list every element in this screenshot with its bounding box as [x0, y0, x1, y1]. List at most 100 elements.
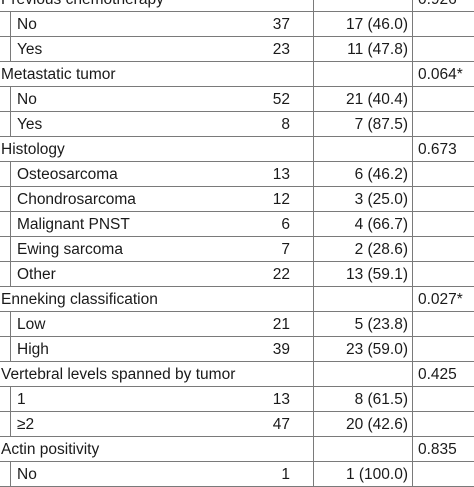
- count-value: 1: [281, 466, 290, 483]
- column-divider: [412, 37, 413, 61]
- count-value: 7: [281, 241, 290, 258]
- count-percent-value: 4 (66.7): [354, 216, 408, 233]
- column-divider: [10, 337, 11, 361]
- column-divider: [10, 162, 11, 186]
- column-divider: [412, 87, 413, 111]
- count-value: 39: [272, 341, 290, 358]
- table-row: No 52 21 (40.4): [0, 87, 474, 112]
- category-label: No: [17, 16, 37, 33]
- column-divider: [10, 262, 11, 286]
- category-label: ≥2: [17, 416, 35, 433]
- count-percent-value: 2 (28.6): [354, 241, 408, 258]
- table-row: Other 22 13 (59.1): [0, 262, 474, 287]
- category-label: Ewing sarcoma: [17, 241, 123, 258]
- count-value: 47: [272, 416, 290, 433]
- column-divider: [313, 162, 314, 186]
- column-divider: [10, 87, 11, 111]
- column-divider: [10, 312, 11, 336]
- category-label: Yes: [17, 116, 43, 133]
- column-divider: [313, 37, 314, 61]
- table-row: Ewing sarcoma 7 2 (28.6): [0, 237, 474, 262]
- count-percent-value: 1 (100.0): [345, 466, 408, 483]
- variable-label: Histology: [1, 141, 65, 158]
- table-row: No 1 1 (100.0): [0, 462, 474, 487]
- table-section-header-row: Metastatic tumor 0.064*: [0, 62, 474, 87]
- column-divider: [412, 212, 413, 236]
- column-divider: [10, 187, 11, 211]
- column-divider: [412, 187, 413, 211]
- count-value: 12: [272, 191, 290, 208]
- table-row: ≥2 47 20 (42.6): [0, 412, 474, 437]
- category-label: No: [17, 466, 37, 483]
- column-divider: [10, 387, 11, 411]
- p-value: 0.835: [418, 441, 457, 458]
- column-divider: [313, 212, 314, 236]
- column-divider: [10, 212, 11, 236]
- column-divider: [412, 387, 413, 411]
- count-percent-value: 8 (61.5): [354, 391, 408, 408]
- p-value: 0.027*: [418, 291, 463, 308]
- column-divider: [10, 37, 11, 61]
- count-percent-value: 21 (40.4): [345, 91, 408, 108]
- column-divider: [313, 187, 314, 211]
- table-row: 1 13 8 (61.5): [0, 387, 474, 412]
- category-label: Other: [17, 266, 56, 283]
- category-label: Chondrosarcoma: [17, 191, 136, 208]
- variable-label: Enneking classification: [1, 291, 158, 308]
- count-value: 8: [281, 116, 290, 133]
- count-percent-value: 6 (46.2): [354, 166, 408, 183]
- column-divider: [313, 312, 314, 336]
- category-label: 1: [17, 391, 26, 408]
- count-percent-value: 17 (46.0): [345, 16, 408, 33]
- column-divider: [313, 287, 314, 311]
- count-value: 37: [272, 16, 290, 33]
- count-percent-value: 13 (59.1): [345, 266, 408, 283]
- count-percent-value: 20 (42.6): [345, 416, 408, 433]
- count-value: 52: [272, 91, 290, 108]
- count-percent-value: 5 (23.8): [354, 316, 408, 333]
- column-divider: [412, 162, 413, 186]
- column-divider: [412, 237, 413, 261]
- category-label: Osteosarcoma: [17, 166, 118, 183]
- column-divider: [313, 387, 314, 411]
- variable-label: Vertebral levels spanned by tumor: [1, 366, 236, 383]
- category-label: Yes: [17, 41, 43, 58]
- table-row: Yes 23 11 (47.8): [0, 37, 474, 62]
- variable-label: Metastatic tumor: [1, 66, 116, 83]
- table-row: Malignant PNST 6 4 (66.7): [0, 212, 474, 237]
- column-divider: [313, 12, 314, 36]
- category-label: No: [17, 91, 37, 108]
- count-value: 6: [281, 216, 290, 233]
- variable-label: Previous chemotherapy: [1, 0, 164, 8]
- column-divider: [412, 0, 413, 11]
- category-label: High: [17, 341, 49, 358]
- column-divider: [412, 412, 413, 436]
- p-value: 0.425: [418, 366, 457, 383]
- table-section-header-row: Enneking classification 0.027*: [0, 287, 474, 312]
- column-divider: [412, 312, 413, 336]
- table-section-header-row: Vertebral levels spanned by tumor 0.425: [0, 362, 474, 387]
- table-section-header-row: Actin positivity 0.835: [0, 437, 474, 462]
- column-divider: [10, 412, 11, 436]
- column-divider: [313, 362, 314, 386]
- column-divider: [313, 112, 314, 136]
- count-value: 13: [272, 166, 290, 183]
- p-value: 0.926: [418, 0, 457, 8]
- column-divider: [10, 462, 11, 486]
- column-divider: [412, 12, 413, 36]
- column-divider: [313, 0, 314, 11]
- count-percent-value: 23 (59.0): [345, 341, 408, 358]
- table-row: Yes 8 7 (87.5): [0, 112, 474, 137]
- column-divider: [313, 87, 314, 111]
- column-divider: [10, 112, 11, 136]
- table-row: High 39 23 (59.0): [0, 337, 474, 362]
- variable-label: Actin positivity: [1, 441, 100, 458]
- table-row: Chondrosarcoma 12 3 (25.0): [0, 187, 474, 212]
- column-divider: [412, 112, 413, 136]
- count-value: 13: [272, 391, 290, 408]
- count-value: 23: [272, 41, 290, 58]
- column-divider: [10, 12, 11, 36]
- column-divider: [412, 362, 413, 386]
- column-divider: [313, 437, 314, 461]
